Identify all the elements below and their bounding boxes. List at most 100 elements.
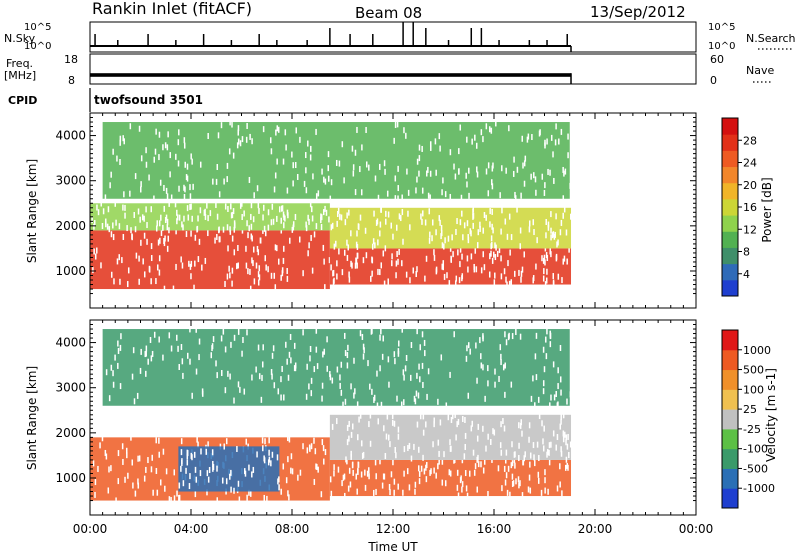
- data-gap: [502, 418, 504, 425]
- data-gap: [505, 472, 508, 479]
- data-gap: [480, 267, 483, 274]
- data-gap: [277, 388, 280, 395]
- data-gap: [189, 326, 191, 333]
- data-gap: [155, 128, 157, 135]
- data-gap: [339, 374, 341, 381]
- data-gap: [168, 496, 171, 503]
- data-gap: [387, 278, 389, 285]
- data-gap: [377, 268, 379, 275]
- data-gap: [492, 162, 494, 169]
- data-gap: [130, 434, 132, 441]
- data-gap: [223, 178, 225, 185]
- data-gap: [521, 266, 524, 273]
- data-gap: [316, 363, 319, 370]
- data-gap: [470, 230, 472, 237]
- data-gap: [143, 215, 145, 222]
- data-gap: [475, 142, 478, 149]
- data-gap: [330, 224, 333, 231]
- data-gap: [476, 377, 478, 384]
- data-gap: [212, 464, 215, 471]
- data-gap: [239, 386, 241, 393]
- data-gap: [449, 193, 452, 200]
- data-gap: [118, 254, 120, 261]
- data-gap: [276, 125, 279, 132]
- data-gap: [245, 245, 247, 252]
- data-gap: [385, 218, 387, 225]
- data-gap: [453, 457, 455, 464]
- data-gap: [549, 330, 551, 337]
- data-gap: [414, 481, 417, 488]
- data-gap: [194, 234, 197, 241]
- data-gap: [570, 213, 572, 220]
- data-gap: [533, 454, 535, 461]
- date-title: 13/Sep/2012: [590, 3, 686, 21]
- range-feature: [178, 446, 280, 492]
- data-gap: [419, 413, 422, 420]
- data-gap: [231, 121, 233, 128]
- data-gap: [477, 454, 479, 461]
- data-gap: [313, 366, 316, 373]
- data-gap: [145, 350, 147, 357]
- data-gap: [212, 178, 214, 185]
- data-gap: [356, 488, 358, 495]
- data-gap: [379, 458, 381, 465]
- data-gap: [476, 166, 478, 173]
- data-gap: [448, 469, 451, 476]
- data-gap: [150, 243, 153, 250]
- data-gap: [187, 352, 189, 359]
- data-gap: [124, 212, 126, 219]
- data-gap: [544, 259, 546, 266]
- data-gap: [449, 149, 452, 156]
- data-gap: [166, 193, 169, 200]
- data-gap: [425, 476, 428, 483]
- data-gap: [391, 419, 394, 426]
- data-gap: [96, 204, 98, 211]
- data-gap: [195, 326, 197, 333]
- data-gap: [458, 277, 461, 284]
- data-gap: [546, 451, 548, 458]
- data-gap: [93, 223, 95, 230]
- data-gap: [529, 461, 531, 468]
- data-gap: [527, 133, 530, 140]
- data-gap: [373, 394, 376, 401]
- data-gap: [482, 425, 484, 432]
- data-gap: [237, 381, 240, 388]
- data-gap: [152, 489, 154, 496]
- data-gap: [153, 195, 155, 202]
- data-gap: [175, 153, 177, 160]
- data-gap: [221, 370, 223, 377]
- data-gap: [231, 211, 234, 218]
- data-gap: [164, 235, 166, 242]
- data-gap: [169, 171, 171, 178]
- data-gap: [119, 158, 121, 165]
- power-ylabel: Slant Range [km]: [25, 159, 39, 263]
- data-gap: [409, 277, 411, 284]
- data-gap: [249, 285, 252, 292]
- data-gap: [166, 218, 169, 225]
- data-gap: [142, 258, 144, 265]
- data-gap: [241, 350, 243, 357]
- data-gap: [313, 437, 315, 444]
- data-gap: [425, 421, 427, 428]
- beam-title: Beam 08: [355, 4, 422, 22]
- data-gap: [252, 466, 255, 473]
- data-gap: [560, 446, 562, 453]
- data-gap: [427, 368, 430, 375]
- data-gap: [521, 135, 523, 142]
- data-gap: [549, 341, 552, 348]
- data-gap: [303, 180, 306, 187]
- data-gap: [307, 250, 309, 257]
- data-gap: [175, 263, 177, 270]
- data-gap: [401, 194, 403, 201]
- data-gap: [408, 442, 411, 449]
- data-gap: [258, 373, 261, 380]
- data-gap: [543, 366, 546, 373]
- data-gap: [384, 452, 387, 459]
- data-gap: [558, 138, 560, 145]
- data-gap: [512, 480, 515, 487]
- data-gap: [490, 438, 492, 445]
- data-gap: [505, 276, 507, 283]
- data-gap: [287, 456, 289, 463]
- data-gap: [335, 159, 338, 166]
- data-gap: [346, 352, 349, 359]
